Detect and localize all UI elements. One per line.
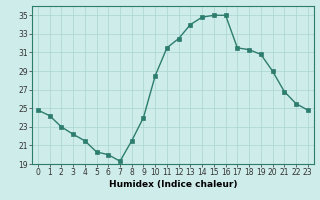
X-axis label: Humidex (Indice chaleur): Humidex (Indice chaleur): [108, 180, 237, 189]
